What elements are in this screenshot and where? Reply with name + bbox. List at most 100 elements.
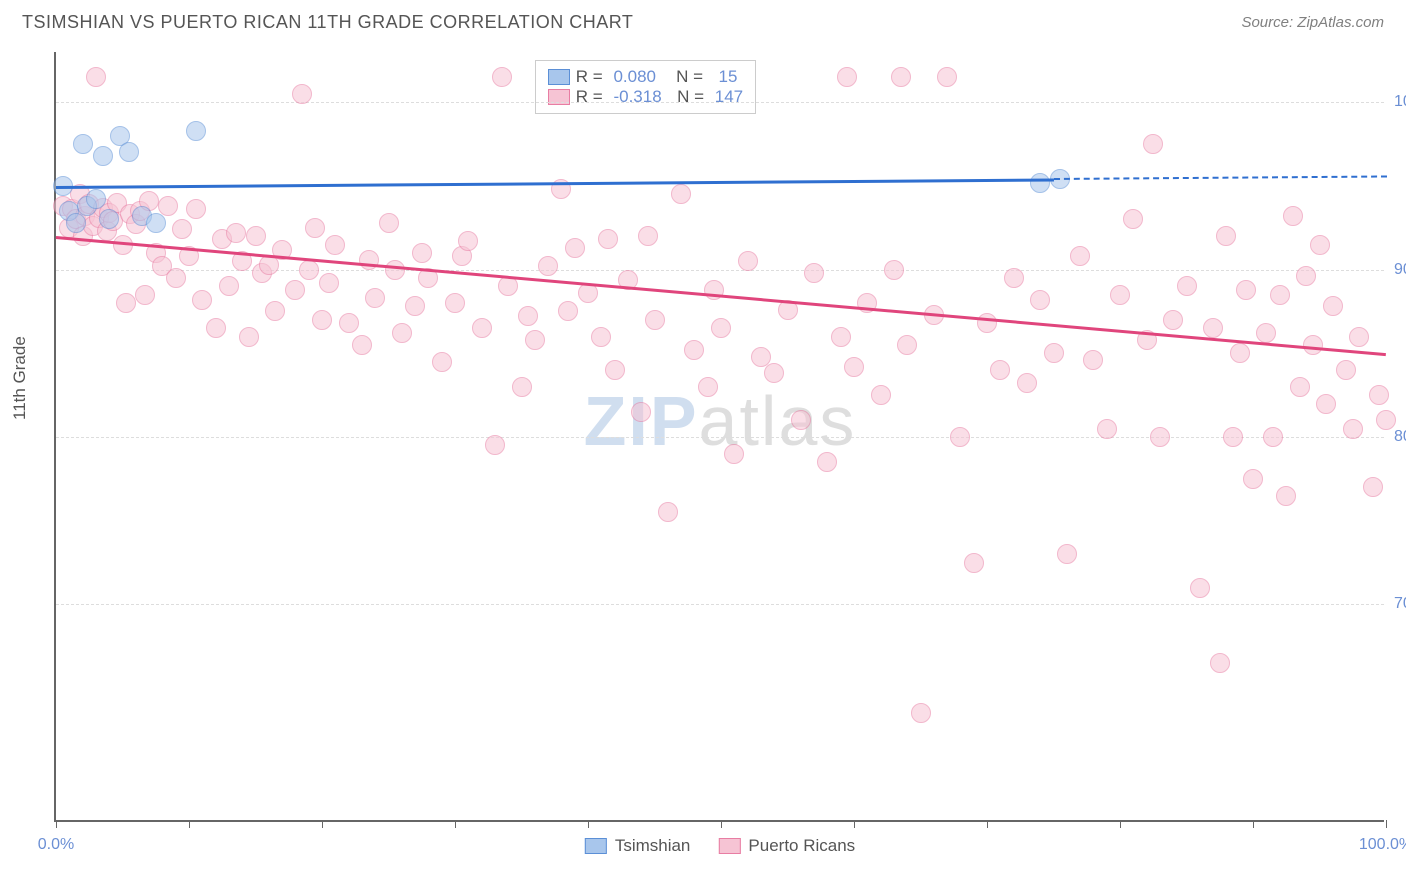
puerto-ricans-marker [492, 67, 512, 87]
x-tick [56, 820, 57, 828]
x-tick [854, 820, 855, 828]
puerto-ricans-marker [538, 256, 558, 276]
puerto-ricans-marker [1150, 427, 1170, 447]
puerto-ricans-marker [518, 306, 538, 326]
series-legend-label: Tsimshian [615, 836, 691, 856]
puerto-ricans-marker [831, 327, 851, 347]
tsimshian-marker [86, 189, 106, 209]
puerto-ricans-marker [891, 67, 911, 87]
legend-n-label: N = [668, 87, 704, 107]
legend-stat-row: R = 0.080 N = 15 [548, 67, 743, 87]
puerto-ricans-marker [339, 313, 359, 333]
puerto-ricans-marker [631, 402, 651, 422]
puerto-ricans-marker [86, 67, 106, 87]
puerto-ricans-marker [598, 229, 618, 249]
chart-title: TSIMSHIAN VS PUERTO RICAN 11TH GRADE COR… [22, 12, 633, 33]
puerto-ricans-marker [192, 290, 212, 310]
puerto-ricans-marker [871, 385, 891, 405]
puerto-ricans-marker [911, 703, 931, 723]
puerto-ricans-marker [591, 327, 611, 347]
puerto-ricans-marker [1044, 343, 1064, 363]
puerto-ricans-marker [844, 357, 864, 377]
puerto-ricans-marker [1070, 246, 1090, 266]
puerto-ricans-marker [1303, 335, 1323, 355]
legend-r-value: -0.318 [609, 87, 662, 107]
x-tick-label: 100.0% [1359, 836, 1406, 854]
puerto-ricans-marker [698, 377, 718, 397]
puerto-ricans-marker [239, 327, 259, 347]
tsimshian-marker [99, 209, 119, 229]
puerto-ricans-marker [1210, 653, 1230, 673]
puerto-ricans-marker [558, 301, 578, 321]
tsimshian-marker [119, 142, 139, 162]
gridline-h [56, 437, 1384, 438]
puerto-ricans-marker [1230, 343, 1250, 363]
series-legend: TsimshianPuerto Ricans [585, 836, 855, 856]
puerto-ricans-marker [305, 218, 325, 238]
puerto-ricans-marker [385, 260, 405, 280]
puerto-ricans-marker [837, 67, 857, 87]
puerto-ricans-marker [1270, 285, 1290, 305]
puerto-ricans-marker [292, 84, 312, 104]
tsimshian-marker [73, 134, 93, 154]
series-legend-item: Tsimshian [585, 836, 691, 856]
puerto-ricans-marker [1343, 419, 1363, 439]
puerto-ricans-marker [472, 318, 492, 338]
tsimshian-marker [66, 213, 86, 233]
x-tick [987, 820, 988, 828]
watermark-part2: atlas [699, 382, 857, 460]
puerto-ricans-marker [1310, 235, 1330, 255]
puerto-ricans-marker [1097, 419, 1117, 439]
y-axis-label: 11th Grade [10, 336, 30, 420]
puerto-ricans-marker [458, 231, 478, 251]
puerto-ricans-marker [352, 335, 372, 355]
puerto-ricans-marker [445, 293, 465, 313]
puerto-ricans-marker [964, 553, 984, 573]
puerto-ricans-marker [1123, 209, 1143, 229]
legend-swatch [548, 69, 570, 85]
legend-r-value: 0.080 [609, 67, 656, 87]
puerto-ricans-marker [246, 226, 266, 246]
x-tick-label: 0.0% [38, 836, 74, 854]
puerto-ricans-marker [1263, 427, 1283, 447]
legend-n-value: 147 [710, 87, 743, 107]
puerto-ricans-marker [1163, 310, 1183, 330]
legend-n-label: N = [662, 67, 703, 87]
legend-swatch [585, 838, 607, 854]
puerto-ricans-marker [605, 360, 625, 380]
legend-swatch [718, 838, 740, 854]
puerto-ricans-marker [638, 226, 658, 246]
puerto-ricans-marker [186, 199, 206, 219]
x-tick [322, 820, 323, 828]
puerto-ricans-marker [1256, 323, 1276, 343]
y-tick-label: 100.0% [1394, 93, 1406, 111]
correlation-legend: R = 0.080 N = 15R = -0.318 N = 147 [535, 60, 756, 114]
watermark: ZIPatlas [584, 381, 857, 461]
puerto-ricans-marker [219, 276, 239, 296]
puerto-ricans-marker [135, 285, 155, 305]
puerto-ricans-marker [1190, 578, 1210, 598]
puerto-ricans-marker [312, 310, 332, 330]
puerto-ricans-marker [285, 280, 305, 300]
chart-header: TSIMSHIAN VS PUERTO RICAN 11TH GRADE COR… [0, 0, 1406, 41]
puerto-ricans-marker [658, 502, 678, 522]
puerto-ricans-marker [1243, 469, 1263, 489]
puerto-ricans-marker [319, 273, 339, 293]
x-tick [1386, 820, 1387, 828]
puerto-ricans-marker [379, 213, 399, 233]
puerto-ricans-marker [1316, 394, 1336, 414]
x-tick [721, 820, 722, 828]
y-tick-label: 90.0% [1394, 261, 1406, 279]
tsimshian-trendline-dashed [1053, 176, 1386, 181]
puerto-ricans-marker [791, 410, 811, 430]
puerto-ricans-marker [897, 335, 917, 355]
puerto-ricans-marker [1336, 360, 1356, 380]
puerto-ricans-marker [1004, 268, 1024, 288]
puerto-ricans-marker [724, 444, 744, 464]
legend-r-label: R = [576, 67, 603, 87]
puerto-ricans-marker [1323, 296, 1343, 316]
y-tick-label: 70.0% [1394, 595, 1406, 613]
puerto-ricans-marker [1177, 276, 1197, 296]
tsimshian-marker [1030, 173, 1050, 193]
puerto-ricans-marker [711, 318, 731, 338]
